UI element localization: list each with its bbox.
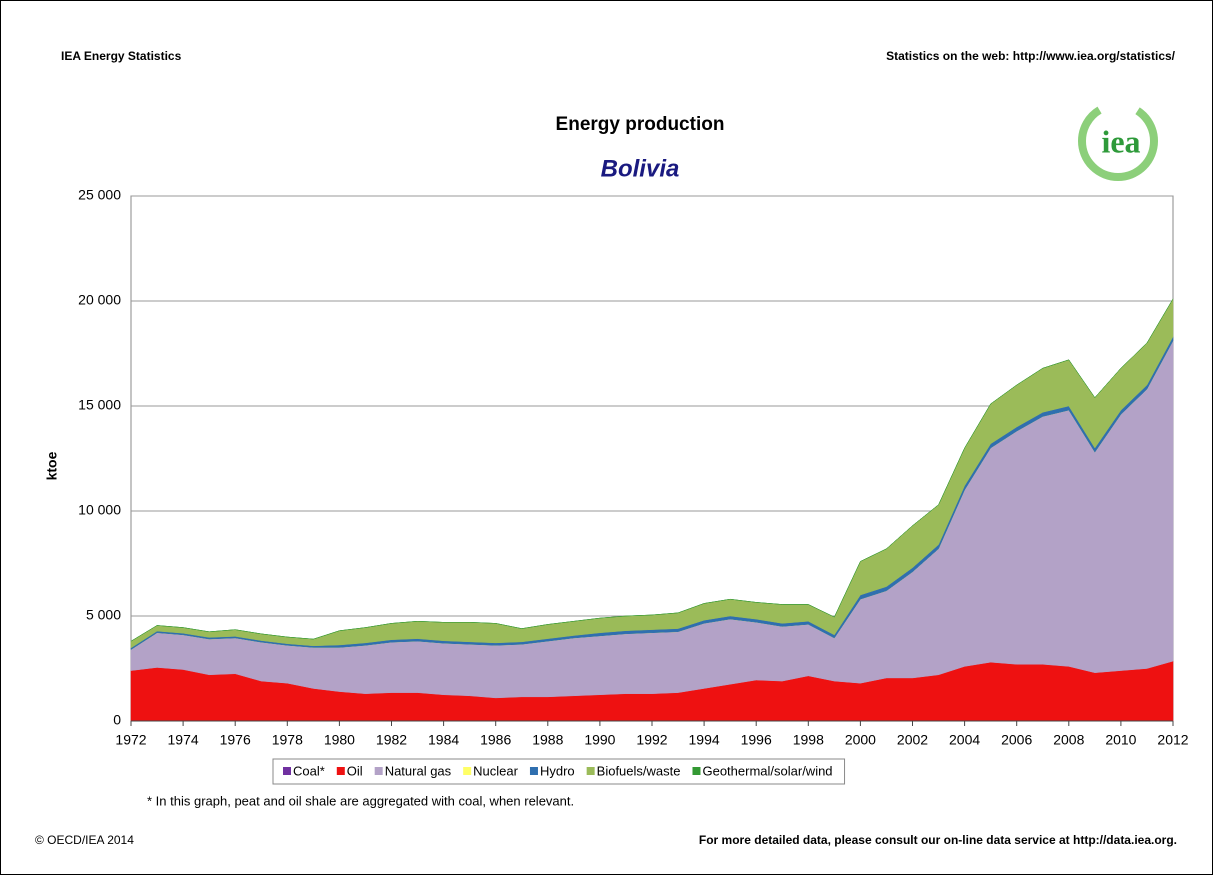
legend-swatch bbox=[336, 767, 345, 775]
legend-swatch bbox=[692, 767, 701, 775]
x-tick-label: 1992 bbox=[636, 732, 667, 748]
footer-right: For more detailed data, please consult o… bbox=[699, 833, 1177, 847]
header-left: IEA Energy Statistics bbox=[61, 49, 182, 63]
x-tick-label: 1996 bbox=[741, 732, 772, 748]
legend-label: Biofuels/waste bbox=[597, 763, 681, 778]
x-tick-label: 2004 bbox=[949, 732, 980, 748]
logo-ring bbox=[1078, 101, 1158, 181]
area bbox=[130, 298, 1174, 642]
x-tick-label: 2000 bbox=[845, 732, 876, 748]
x-tick-label: 1976 bbox=[220, 732, 251, 748]
x-tick-label: 1974 bbox=[168, 732, 199, 748]
legend-swatch bbox=[463, 767, 472, 775]
y-tick-label: 10 000 bbox=[78, 502, 121, 518]
logo: iea bbox=[1078, 101, 1158, 181]
y-tick-label: 25 000 bbox=[78, 187, 121, 203]
logo-text: iea bbox=[1101, 123, 1140, 159]
x-tick-label: 2002 bbox=[897, 732, 928, 748]
y-axis-label: ktoe bbox=[44, 451, 60, 480]
x-tick-label: 2012 bbox=[1157, 732, 1188, 748]
legend-label: Nuclear bbox=[473, 763, 518, 778]
x-tick-label: 1998 bbox=[793, 732, 824, 748]
legend-label: Coal* bbox=[293, 763, 325, 778]
x-tick-label: 1994 bbox=[689, 732, 720, 748]
x-tick-label: 1990 bbox=[584, 732, 615, 748]
legend-label: Geothermal/solar/wind bbox=[702, 763, 832, 778]
legend-label: Natural gas bbox=[385, 763, 452, 778]
x-tick-label: 1982 bbox=[376, 732, 407, 748]
legend-box bbox=[272, 758, 846, 785]
y-tick-label: 5 000 bbox=[86, 607, 121, 623]
footnote: * In this graph, peat and oil shale are … bbox=[147, 793, 574, 808]
x-tick-label: 2006 bbox=[1001, 732, 1032, 748]
x-tick-label: 1978 bbox=[272, 732, 303, 748]
copyright: © OECD/IEA 2014 bbox=[35, 833, 134, 847]
legend-swatch bbox=[529, 767, 538, 775]
legend-swatch bbox=[586, 767, 595, 775]
legend: Coal* Oil Natural gas Nuclear Hydro Biofuels/… bbox=[272, 758, 846, 785]
x-tick-label: 1980 bbox=[324, 732, 355, 748]
x-tick-label: 1972 bbox=[115, 732, 146, 748]
y-tick-label: 0 bbox=[113, 712, 121, 728]
x-tick-label: 1988 bbox=[532, 732, 563, 748]
legend-swatch bbox=[374, 767, 383, 775]
header-right: Statistics on the web: http://www.iea.or… bbox=[886, 49, 1176, 63]
legend-label: Hydro bbox=[540, 763, 575, 778]
legend-swatch bbox=[283, 767, 291, 775]
y-tick-label: 20 000 bbox=[78, 292, 121, 308]
x-tick-label: 1984 bbox=[428, 732, 459, 748]
x-tick-label: 1986 bbox=[480, 732, 511, 748]
chart-title: Energy production bbox=[556, 114, 725, 135]
chart-subtitle: Bolivia bbox=[601, 155, 680, 182]
x-tick-label: 2008 bbox=[1053, 732, 1084, 748]
legend-label: Oil bbox=[347, 763, 363, 778]
y-tick-label: 15 000 bbox=[78, 397, 121, 413]
x-tick-label: 2010 bbox=[1105, 732, 1136, 748]
